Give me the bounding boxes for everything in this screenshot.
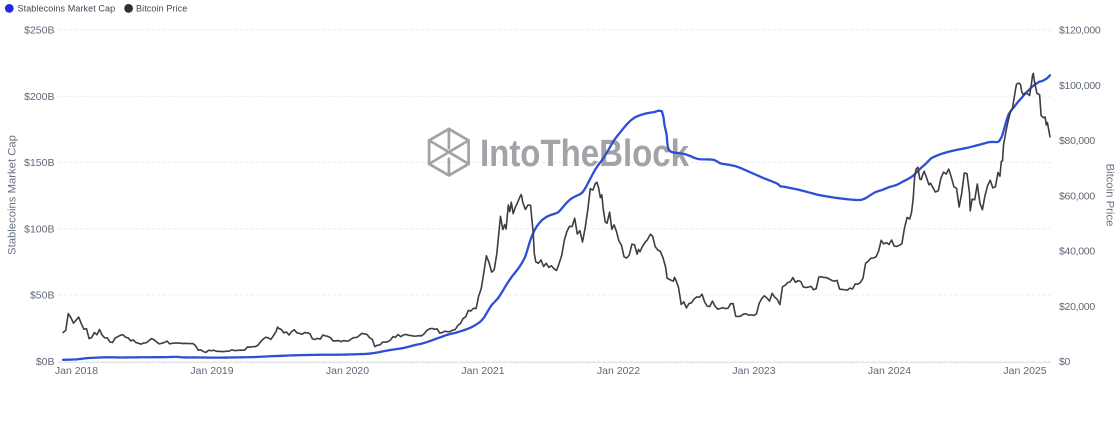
svg-text:Stablecoins Market Cap: Stablecoins Market Cap (18, 4, 116, 14)
svg-text:$200B: $200B (24, 91, 54, 103)
svg-text:Stablecoins Market Cap: Stablecoins Market Cap (7, 135, 19, 255)
svg-text:$50B: $50B (30, 290, 55, 302)
svg-text:Bitcoin Price: Bitcoin Price (136, 4, 187, 14)
svg-text:$0B: $0B (36, 356, 55, 368)
svg-text:Jan 2023: Jan 2023 (732, 365, 775, 377)
svg-text:$100,000: $100,000 (1059, 80, 1101, 92)
svg-text:Jan 2018: Jan 2018 (55, 365, 98, 377)
svg-text:$0: $0 (1059, 356, 1071, 368)
svg-text:$60,000: $60,000 (1059, 190, 1095, 202)
svg-text:Jan 2022: Jan 2022 (597, 365, 640, 377)
svg-text:Jan 2020: Jan 2020 (326, 365, 369, 377)
svg-text:$250B: $250B (24, 25, 54, 37)
svg-text:Bitcoin Price: Bitcoin Price (1104, 164, 1116, 227)
svg-text:IntoTheBlock: IntoTheBlock (480, 133, 690, 175)
svg-text:$100B: $100B (24, 223, 54, 235)
svg-text:$20,000: $20,000 (1059, 301, 1095, 313)
svg-text:Jan 2021: Jan 2021 (461, 365, 504, 377)
svg-text:$40,000: $40,000 (1059, 246, 1095, 258)
svg-text:Jan 2025: Jan 2025 (1003, 365, 1046, 377)
svg-text:Jan 2024: Jan 2024 (868, 365, 911, 377)
svg-text:$80,000: $80,000 (1059, 135, 1095, 147)
svg-text:$120,000: $120,000 (1059, 25, 1101, 37)
svg-text:Jan 2019: Jan 2019 (190, 365, 233, 377)
svg-text:$150B: $150B (24, 157, 54, 169)
